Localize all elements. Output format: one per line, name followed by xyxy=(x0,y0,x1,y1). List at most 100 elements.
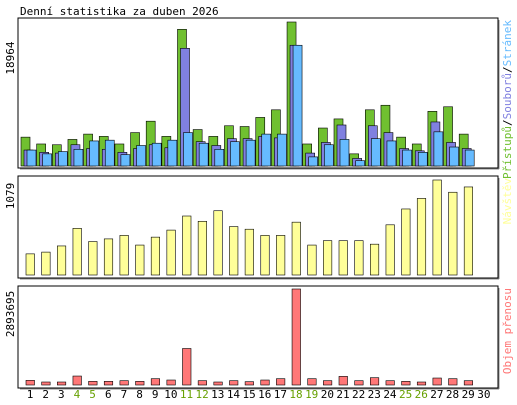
x-tick-label-day-30: 30 xyxy=(477,388,490,401)
bar-visits-day-2 xyxy=(41,251,51,276)
bar-kbytes-day-29 xyxy=(463,380,474,386)
legend-item-3-1: Objem přenosu xyxy=(501,288,514,374)
bar-visits-day-4 xyxy=(72,228,82,276)
bar-visits-day-26 xyxy=(416,198,427,276)
x-tick-label-day-15: 15 xyxy=(242,388,255,401)
x-tick-label-day-7: 7 xyxy=(121,388,128,401)
legend-item-2-1: Návštěv xyxy=(501,178,514,225)
bar-pages-day-5 xyxy=(89,140,99,167)
bar-pages-day-4 xyxy=(73,148,84,167)
bar-pages-day-6 xyxy=(104,139,115,167)
bar-pages-day-3 xyxy=(57,151,68,167)
bar-pages-day-18 xyxy=(292,44,303,167)
bar-visits-day-29 xyxy=(463,186,474,276)
bar-visits-day-23 xyxy=(369,243,380,276)
bar-visits-day-12 xyxy=(197,220,207,276)
bar-kbytes-day-15 xyxy=(244,381,254,386)
bar-kbytes-day-12 xyxy=(197,380,207,386)
bar-visits-day-19 xyxy=(307,244,317,276)
bar-visits-day-11 xyxy=(182,215,192,276)
bar-kbytes-day-8 xyxy=(135,381,145,386)
bar-pages-day-16 xyxy=(261,133,272,167)
x-tick-label-day-5: 5 xyxy=(89,388,96,401)
bar-pages-day-19 xyxy=(308,156,319,167)
bar-pages-day-25 xyxy=(402,149,412,167)
bar-kbytes-day-1 xyxy=(25,380,35,386)
bar-visits-day-15 xyxy=(244,228,254,276)
bar-pages-day-28 xyxy=(449,146,459,167)
bar-kbytes-day-6 xyxy=(103,381,114,386)
bar-pages-day-26 xyxy=(417,152,428,167)
bar-visits-day-5 xyxy=(88,241,98,276)
bar-kbytes-day-27 xyxy=(432,377,442,386)
x-tick-label-day-25: 25 xyxy=(399,388,412,401)
x-tick-label-day-23: 23 xyxy=(368,388,381,401)
x-tick-label-day-6: 6 xyxy=(105,388,112,401)
bar-pages-day-24 xyxy=(386,140,397,167)
y-max-label-3: 2893695 xyxy=(4,291,17,337)
legend-1: Přístupů/Souborů/Stránek xyxy=(501,20,514,179)
bar-pages-day-7 xyxy=(120,154,131,167)
bar-visits-day-21 xyxy=(338,240,348,276)
bar-kbytes-day-3 xyxy=(56,381,67,386)
bar-pages-day-11 xyxy=(183,132,193,167)
bar-pages-day-23 xyxy=(370,138,381,167)
x-tick-label-day-17: 17 xyxy=(274,388,287,401)
bar-visits-day-7 xyxy=(119,235,129,276)
x-tick-label-day-29: 29 xyxy=(462,388,475,401)
bar-kbytes-day-11 xyxy=(182,348,192,386)
x-tick-label-day-1: 1 xyxy=(27,388,34,401)
panel-frame-2 xyxy=(17,175,499,279)
bar-kbytes-day-2 xyxy=(41,381,51,386)
bar-pages-day-8 xyxy=(136,145,146,167)
bar-visits-day-22 xyxy=(354,240,364,276)
bar-kbytes-day-24 xyxy=(385,380,395,386)
bar-kbytes-day-13 xyxy=(213,381,223,386)
x-tick-label-day-12: 12 xyxy=(196,388,209,401)
bar-kbytes-day-28 xyxy=(448,378,458,386)
legend-item-1-4: / xyxy=(501,66,514,73)
bar-pages-day-27 xyxy=(433,131,444,167)
bar-kbytes-day-10 xyxy=(166,379,176,386)
bar-pages-day-9 xyxy=(151,142,162,167)
x-tick-label-day-16: 16 xyxy=(258,388,271,401)
x-tick-label-day-21: 21 xyxy=(336,388,349,401)
bar-visits-day-27 xyxy=(432,179,442,276)
bar-visits-day-8 xyxy=(135,244,145,276)
bar-kbytes-day-23 xyxy=(369,377,380,386)
x-tick-label-day-9: 9 xyxy=(152,388,159,401)
x-tick-label-day-27: 27 xyxy=(430,388,443,401)
bar-visits-day-16 xyxy=(260,235,270,276)
x-tick-label-day-8: 8 xyxy=(136,388,143,401)
bar-visits-day-14 xyxy=(229,226,239,276)
x-tick-label-day-3: 3 xyxy=(58,388,65,401)
bar-visits-day-3 xyxy=(56,245,67,276)
bar-kbytes-day-4 xyxy=(72,375,82,386)
bar-kbytes-day-22 xyxy=(354,380,364,386)
bar-pages-day-10 xyxy=(167,139,178,167)
chart-title: Denní statistika za duben 2026 xyxy=(20,5,219,18)
bar-pages-day-20 xyxy=(324,144,334,167)
bar-kbytes-day-17 xyxy=(276,378,286,386)
bar-pages-day-17 xyxy=(277,133,287,167)
legend-item-1-2: / xyxy=(501,119,514,126)
x-tick-label-day-10: 10 xyxy=(164,388,177,401)
legend-3: Objem přenosu xyxy=(501,288,514,374)
bar-kbytes-day-18 xyxy=(291,288,301,386)
bar-kbytes-day-5 xyxy=(88,381,98,386)
x-tick-label-day-4: 4 xyxy=(74,388,81,401)
legend-item-1-3: Souborů xyxy=(501,73,514,119)
bar-visits-day-9 xyxy=(150,236,160,276)
bar-kbytes-day-25 xyxy=(401,381,411,386)
bar-pages-day-13 xyxy=(214,148,225,167)
y-max-label-2: 1079 xyxy=(4,183,17,210)
bar-visits-day-1 xyxy=(25,253,35,276)
bar-pages-day-12 xyxy=(198,142,209,167)
bar-kbytes-day-7 xyxy=(119,380,129,386)
bar-kbytes-day-21 xyxy=(338,376,348,386)
bar-visits-day-17 xyxy=(276,235,286,276)
x-tick-label-day-22: 22 xyxy=(352,388,365,401)
bar-visits-day-10 xyxy=(166,229,176,276)
bar-pages-day-22 xyxy=(355,160,365,167)
bar-kbytes-day-9 xyxy=(150,378,160,386)
